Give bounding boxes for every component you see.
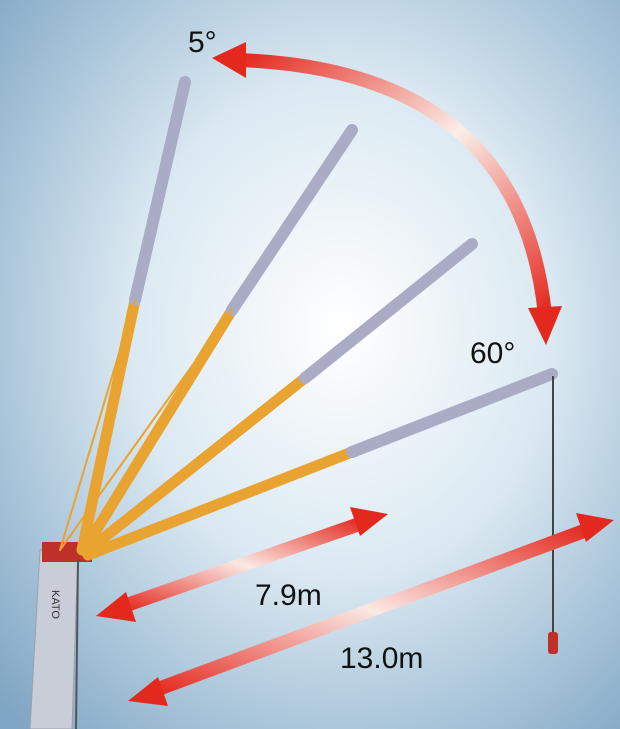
page: KATO 5° 60° 7.9m 13.0m (() => { const da… [0, 0, 620, 729]
brand-label: KATO [49, 590, 61, 619]
length-long-label: 13.0m [340, 642, 423, 675]
angle-min-label: 5° [188, 26, 217, 59]
background [0, 0, 620, 729]
length-short-label: 7.9m [255, 579, 322, 612]
angle-max-label: 60° [470, 337, 515, 370]
crane-diagram: KATO 5° 60° 7.9m 13.0m [0, 0, 620, 729]
hook [548, 632, 558, 654]
